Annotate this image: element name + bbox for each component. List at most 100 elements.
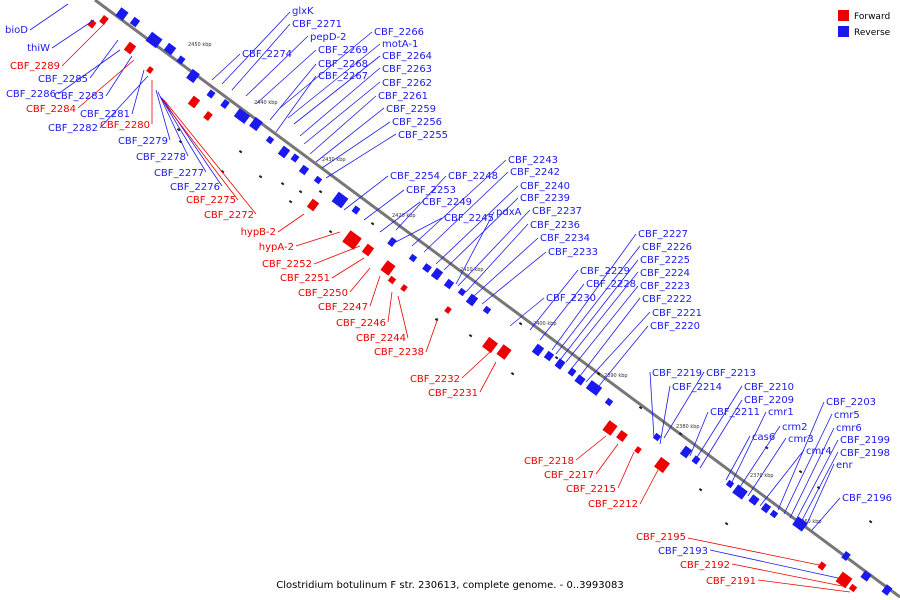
gene-label: CBF_2236 [530,220,580,231]
label-leader [465,223,529,293]
forward-gene [187,95,201,109]
tick-label: 2440 kbp [254,100,278,106]
gene-label: CBF_2237 [532,206,582,217]
gene-label: CBF_2272 [204,210,254,221]
gene-label: CBF_2217 [544,470,594,481]
label-leader [51,19,95,49]
feature-mark [764,446,769,450]
label-leader [799,451,839,525]
feature-mark [798,470,803,474]
reverse-gene [233,108,251,124]
gene-label: CBF_2234 [540,233,590,244]
label-leader [757,579,851,593]
legend-forward-swatch [838,10,849,21]
feature-mark [816,486,821,490]
forward-gene [835,571,853,589]
reverse-gene [567,367,577,377]
gene-label: CBF_2278 [136,152,186,163]
gene-label: CBF_2213 [706,368,756,379]
gene-label: CBF_2233 [548,247,598,258]
reverse-gene [574,374,586,386]
gene-label: CBF_2277 [154,168,204,179]
label-leader [551,233,637,351]
feature-mark [554,355,559,360]
reverse-gene [443,278,455,290]
legend-reverse-label: Reverse [854,28,891,38]
label-leader [331,257,365,279]
gene-label: CBF_2193 [658,546,708,557]
reverse-gene [298,164,310,176]
label-leader [279,31,373,109]
label-leader [303,81,381,145]
label-leader [555,245,641,355]
genome-axis [94,0,900,599]
gene-label: pdxA [496,207,522,218]
reverse-gene [860,570,872,582]
gene-label: CBF_2286 [6,89,56,100]
feature-mark [510,372,515,376]
reverse-gene [163,42,177,56]
gene-label: CBF_2243 [508,155,558,166]
feature-mark [370,222,375,226]
label-leader [473,237,539,297]
gene-label: CBF_2281 [80,109,130,120]
label-leader [649,371,655,439]
reverse-gene [249,116,263,132]
reverse-gene [387,237,397,247]
gene-label: CBF_2251 [280,273,330,284]
forward-gene [123,41,137,55]
gene-label: CBF_2283 [54,91,104,102]
gene-label: CBF_2196 [842,493,892,504]
tick-label: 2360 kbp [798,519,822,525]
label-leader [343,175,389,211]
label-leader [275,75,317,133]
label-leader [349,267,371,293]
gene-label: CBF_2282 [48,123,98,134]
reverse-gene [769,509,779,519]
feature-mark [328,230,333,234]
label-leader [269,63,317,121]
label-leader [309,95,377,155]
label-leader [575,435,607,461]
label-leader [747,437,787,497]
gene-label: CBF_2246 [336,318,386,329]
gene-label: thiW [27,43,50,54]
label-leader [157,91,189,157]
gene-label: CBF_2249 [422,197,472,208]
label-leader [397,295,409,339]
label-leader [387,291,393,323]
gene-label: CBF_2220 [650,321,700,332]
reverse-gene [465,293,479,307]
label-leader [731,563,843,587]
gene-label: cmr1 [768,407,794,418]
gene-label: cmr6 [836,423,862,434]
gene-label: CBF_2240 [520,181,570,192]
label-leader [379,201,421,233]
gene-label: CBF_2268 [318,59,368,70]
feature-mark [280,182,285,186]
reverse-gene [457,287,467,297]
gene-label: CBF_2231 [428,388,478,399]
gene-labels: bioD thiW CBF_2289 CBF_2285 CBF_2286CBF_2283… [5,6,892,587]
gene-label: CBF_2245 [444,213,494,224]
label-leader [529,269,579,331]
feature-mark [468,334,473,338]
gene-label: CBF_2227 [638,229,688,240]
label-leader [29,3,69,31]
reverse-gene [206,89,216,99]
tick-label: 2410 kbp [460,267,484,273]
label-leader [789,427,835,519]
label-leader [725,435,751,481]
gene-label: cmr4 [806,446,832,457]
label-leaders [29,3,851,593]
reverse-gene [531,343,545,357]
gene-label: CBF_2215 [566,484,616,495]
gene-label: cas6 [752,432,775,443]
forward-gene [634,446,642,454]
label-leader [559,259,639,361]
gene-label: CBF_2238 [374,347,424,358]
forward-gene [342,230,362,250]
legend-forward-label: Forward [854,12,890,22]
label-leader [159,95,207,173]
label-leader [131,69,145,115]
